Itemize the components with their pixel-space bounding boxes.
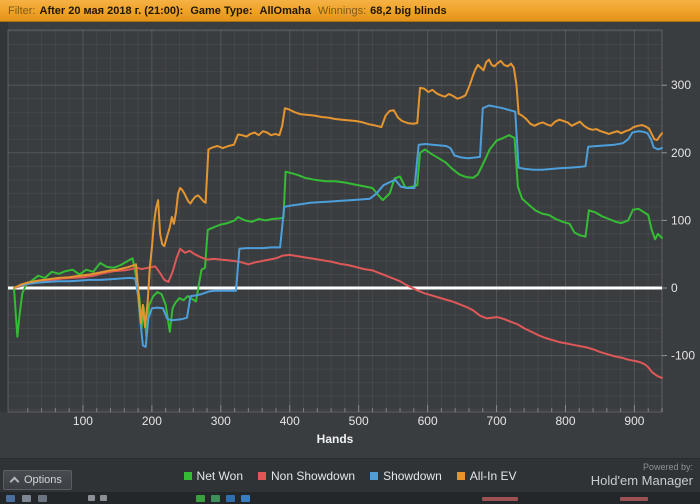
powered-by-label: Powered by:	[642, 462, 693, 472]
legend-label: Showdown	[383, 469, 442, 483]
options-button[interactable]: Options	[3, 470, 72, 490]
series-non-showdown	[13, 247, 663, 379]
legend-item-non-showdown: Non Showdown	[258, 469, 355, 483]
toolbar-icon[interactable]	[241, 495, 250, 502]
graph-footer: Options Net Won Non Showdown Showdown All-I…	[0, 458, 700, 493]
filter-bar[interactable]: Filter: After 20 мая 2018 г. (21:00): Ga…	[0, 0, 700, 22]
x-axis-tick-label: 300	[211, 414, 231, 428]
powered-by-block: Powered by: Hold'em Manager	[591, 462, 693, 488]
x-axis-tick-label: 400	[280, 414, 300, 428]
legend-label: Non Showdown	[271, 469, 356, 483]
x-axis-title: Hands	[317, 432, 354, 446]
x-axis-tick-label: 800	[555, 414, 575, 428]
y-axis-tick-label: 300	[671, 78, 691, 92]
legend-item-all-in-ev: All-In EV	[456, 469, 517, 483]
toolbar-icon[interactable]	[100, 495, 107, 501]
toolbar-icon[interactable]	[22, 495, 31, 502]
toolbar-status-fragment	[620, 497, 648, 501]
cutoff-toolbar-row	[0, 492, 700, 504]
x-axis-tick-label: 600	[418, 414, 438, 428]
y-axis-tick-label: 200	[671, 146, 691, 160]
x-axis-tick-label: 100	[73, 414, 93, 428]
toolbar-icon[interactable]	[211, 495, 220, 502]
y-axis-tick-label: -100	[671, 349, 695, 363]
toolbar-icon[interactable]	[226, 495, 235, 502]
legend-swatch-icon	[456, 472, 465, 480]
toolbar-icon[interactable]	[196, 495, 205, 502]
y-axis-tick-label: 0	[671, 281, 678, 295]
series-all-in-ev	[13, 58, 663, 329]
winnings-value: 68,2 big blinds	[370, 4, 447, 17]
x-axis-tick-label: 900	[624, 414, 644, 428]
chart-left-margin	[0, 21, 8, 412]
options-button-label: Options	[24, 474, 62, 486]
legend-label: Net Won	[196, 469, 243, 483]
toolbar-status-fragment	[482, 497, 518, 501]
y-axis-tick-label: 100	[671, 213, 691, 227]
series-showdown	[13, 104, 663, 348]
x-axis-tick-label: 200	[142, 414, 162, 428]
x-axis-tick-label: 500	[349, 414, 369, 428]
brand-name: Hold'em Manager	[590, 472, 693, 488]
x-axis-tick-label: 700	[487, 414, 507, 428]
filter-label: Filter:	[8, 4, 36, 17]
toolbar-icon[interactable]	[38, 495, 47, 502]
legend-swatch-icon	[370, 472, 379, 480]
graph-legend: Net Won Non Showdown Showdown All-In EV	[0, 459, 700, 493]
legend-swatch-icon	[183, 472, 192, 480]
legend-swatch-icon	[258, 472, 266, 480]
toolbar-icon[interactable]	[88, 495, 95, 501]
legend-item-showdown: Showdown	[370, 469, 442, 483]
series-net-won	[13, 134, 663, 338]
winnings-label: Winnings:	[317, 4, 367, 17]
legend-label: All-In EV	[469, 469, 517, 483]
filter-date-value: After 20 мая 2018 г. (21:00):	[39, 4, 184, 17]
toolbar-icon[interactable]	[6, 495, 15, 502]
game-type-label: Game Type:	[190, 4, 253, 17]
game-type-value: AllOmaha	[259, 4, 311, 17]
legend-item-net-won: Net Won	[183, 469, 243, 483]
